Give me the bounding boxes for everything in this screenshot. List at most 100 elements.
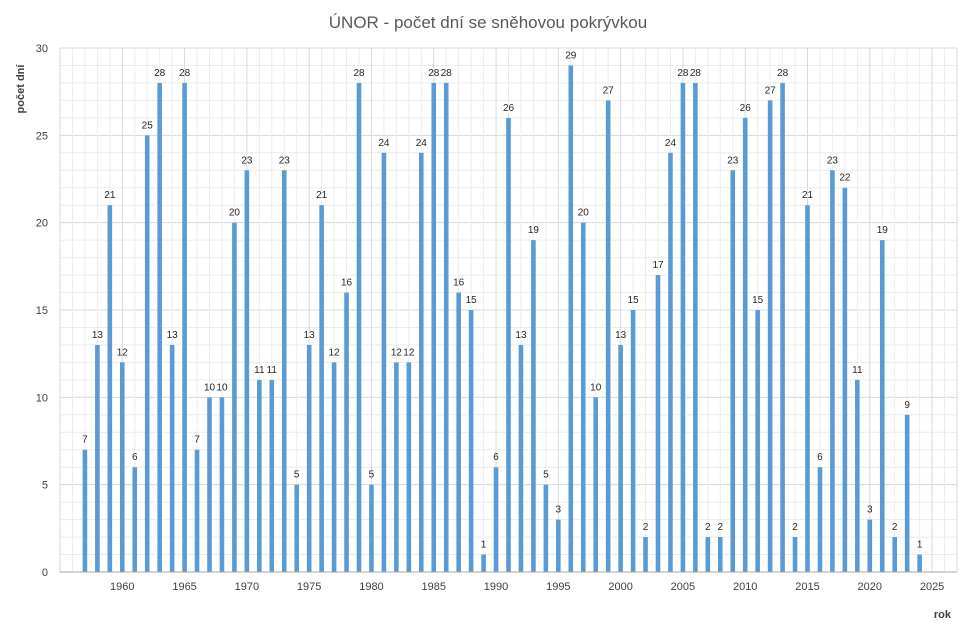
data-label: 15	[752, 295, 764, 306]
bar	[331, 362, 337, 572]
bar	[805, 205, 810, 572]
bar	[618, 344, 623, 572]
bar	[244, 170, 250, 572]
data-label: 13	[615, 330, 627, 341]
data-label: 11	[254, 365, 265, 376]
bar	[680, 82, 686, 572]
data-label: 25	[142, 120, 154, 131]
data-label: 16	[341, 278, 353, 289]
bar	[556, 519, 561, 572]
x-axis-label: rok	[934, 609, 952, 621]
data-label: 9	[904, 400, 910, 411]
bar	[257, 379, 262, 572]
data-label: 13	[167, 330, 179, 341]
y-tick-label: 20	[36, 218, 48, 230]
data-label: 26	[503, 103, 515, 114]
bar	[418, 152, 424, 573]
x-tick-label: 1980	[359, 581, 383, 593]
bar	[481, 554, 486, 572]
bar	[356, 82, 362, 572]
bar	[717, 537, 723, 572]
data-label: 10	[590, 382, 602, 393]
data-label: 7	[82, 435, 88, 446]
bar	[630, 310, 636, 572]
bar	[319, 205, 324, 572]
data-label: 28	[428, 68, 440, 79]
bar	[506, 117, 511, 572]
bar	[655, 275, 661, 572]
data-label: 23	[241, 155, 253, 166]
y-tick-label: 30	[36, 43, 48, 55]
data-label: 24	[378, 138, 390, 149]
data-label: 6	[493, 452, 499, 463]
bar	[144, 135, 150, 573]
bar	[431, 82, 437, 572]
data-label: 21	[802, 190, 814, 201]
data-label: 17	[652, 260, 664, 271]
data-label: 28	[179, 68, 191, 79]
bar	[830, 170, 835, 572]
data-label: 1	[481, 540, 487, 551]
x-tick-label: 1960	[110, 581, 134, 593]
bar	[107, 205, 113, 572]
data-label: 16	[453, 278, 465, 289]
data-label: 13	[92, 330, 104, 341]
y-tick-label: 15	[36, 305, 48, 317]
data-label: 28	[154, 68, 166, 79]
bar	[281, 170, 287, 572]
data-label: 24	[665, 138, 677, 149]
x-tick-label: 1975	[297, 581, 321, 593]
bar	[157, 82, 162, 572]
data-label: 15	[628, 295, 640, 306]
x-tick-label: 2025	[920, 581, 944, 593]
bar	[394, 362, 399, 572]
data-label: 29	[565, 50, 577, 61]
data-label: 23	[279, 155, 291, 166]
data-label: 3	[556, 505, 562, 516]
data-label: 26	[740, 103, 752, 114]
bar	[119, 362, 125, 572]
bar	[381, 152, 387, 573]
bar	[531, 240, 536, 572]
x-tick-label: 2015	[795, 581, 819, 593]
data-label: 28	[777, 68, 789, 79]
bar	[518, 344, 524, 572]
y-tick-label: 0	[42, 567, 48, 579]
bar	[456, 292, 461, 572]
data-label: 20	[578, 208, 590, 219]
bar	[169, 344, 175, 572]
x-tick-label: 1970	[235, 581, 259, 593]
bar	[917, 554, 922, 572]
data-label: 23	[727, 155, 739, 166]
bar	[568, 65, 574, 572]
data-label: 19	[877, 225, 889, 236]
bar	[705, 537, 711, 572]
x-tick-label: 1965	[172, 581, 196, 593]
bar	[95, 344, 100, 572]
data-label: 28	[690, 68, 702, 79]
bar	[605, 100, 611, 573]
bar	[294, 484, 300, 572]
data-label: 10	[204, 382, 216, 393]
data-label: 28	[441, 68, 453, 79]
bar	[892, 537, 898, 572]
bar	[780, 82, 785, 572]
bar	[580, 222, 586, 572]
data-label: 12	[391, 347, 403, 358]
bar	[269, 379, 275, 572]
x-tick-label: 1985	[422, 581, 446, 593]
x-tick-label: 2010	[733, 581, 757, 593]
bar	[693, 82, 698, 572]
bar	[132, 467, 138, 572]
bar	[207, 397, 212, 572]
bar	[443, 82, 449, 572]
bar	[219, 397, 225, 572]
data-label: 2	[792, 522, 798, 533]
data-label: 27	[765, 85, 777, 96]
bar	[792, 537, 798, 572]
bar	[842, 187, 848, 572]
data-label: 21	[104, 190, 116, 201]
bar	[767, 100, 773, 573]
chart-title: ÚNOR - počet dní se sněhovou pokrývkou	[329, 13, 647, 32]
bar	[306, 344, 312, 572]
